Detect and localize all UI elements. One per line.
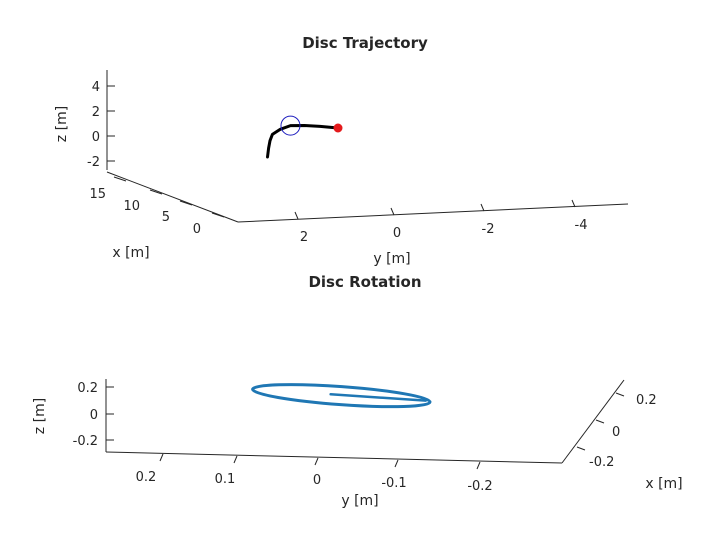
start-marker [333, 123, 343, 133]
chart2-x-axis [561, 379, 625, 464]
chart2-y-tick-label: 0 [313, 473, 321, 488]
chart1-y-tick-label: 2 [300, 230, 308, 245]
chart2-x-tick-label: 0.2 [636, 393, 657, 408]
chart1-y-tick-label: -2 [482, 222, 495, 237]
chart1-z-tick-label: -2 [87, 155, 100, 170]
chart1-x-axis [106, 171, 239, 223]
chart2-z-tick-label: -0.2 [73, 434, 98, 449]
rotation-inner-stroke [329, 393, 428, 402]
chart2-z-tick-label: 0 [90, 408, 98, 423]
chart1-z-tick-label: 4 [92, 80, 100, 95]
subplot-disc-trajectory: Disc Trajectory 4 2 0 -2 z [m] 15 10 5 0 [54, 34, 629, 267]
chart2-y-tick-label: 0.1 [215, 472, 236, 487]
chart1-z-tick-label: 0 [92, 130, 100, 145]
chart1-z-ticks: 4 2 0 -2 [87, 80, 115, 170]
chart2-plot-area [251, 383, 432, 409]
chart1-x-tick-label: 10 [123, 199, 140, 214]
chart2-y-tick-label: -0.1 [381, 476, 406, 491]
subplot-disc-rotation: Disc Rotation 0.2 0 -0.2 z [m] 0.2 0.1 0… [32, 273, 683, 509]
chart1-y-tick-label: -4 [575, 218, 588, 233]
chart2-z-label: z [m] [32, 398, 48, 434]
chart1-x-tick-label: 5 [162, 210, 170, 225]
disc-marker [280, 115, 301, 136]
trajectory-line [266, 124, 340, 159]
chart2-y-tick-label: 0.2 [136, 470, 157, 485]
rotation-ellipse [251, 383, 432, 409]
chart1-x-tick-label: 15 [89, 187, 106, 202]
chart2-y-label: y [m] [341, 493, 378, 509]
chart2-y-ticks: 0.2 0.1 0 -0.1 -0.2 [136, 453, 493, 494]
chart2-x-tick-label: -0.2 [589, 455, 614, 470]
chart1-z-tick-label: 2 [92, 105, 100, 120]
chart1-x-ticks: 15 10 5 0 [89, 176, 225, 237]
chart2-x-label: x [m] [645, 476, 682, 492]
chart2-z-ticks: 0.2 0 -0.2 [73, 381, 114, 449]
chart2-title: Disc Rotation [308, 273, 421, 291]
chart1-title: Disc Trajectory [302, 34, 428, 52]
chart1-x-label: x [m] [112, 245, 149, 261]
chart1-y-tick-label: 0 [393, 226, 401, 241]
chart1-y-label: y [m] [373, 251, 410, 267]
chart1-y-axis [237, 203, 629, 223]
chart2-y-axis [105, 451, 563, 464]
chart1-z-label: z [m] [54, 106, 70, 142]
chart2-y-tick-label: -0.2 [467, 479, 492, 494]
chart1-x-tick-label: 0 [193, 222, 201, 237]
chart1-y-ticks: 2 0 -2 -4 [294, 199, 588, 245]
chart1-plot-area [266, 115, 343, 159]
chart2-x-tick-label: 0 [612, 425, 620, 440]
chart2-x-ticks: 0.2 0 -0.2 [576, 392, 657, 470]
chart2-z-tick-label: 0.2 [77, 381, 98, 396]
